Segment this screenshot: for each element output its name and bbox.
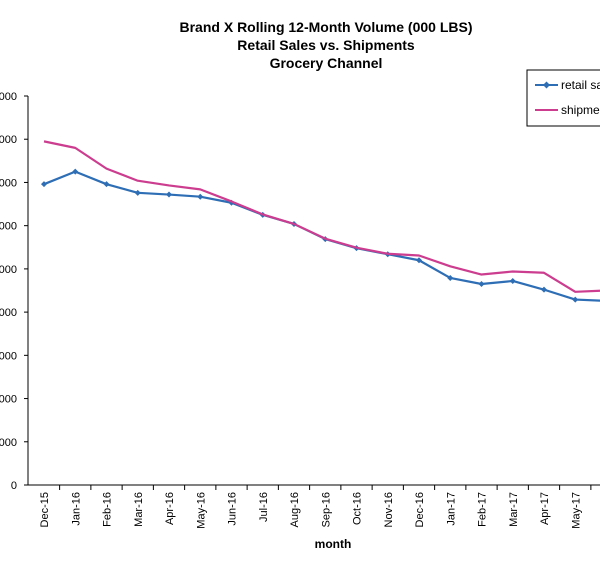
title-text: Brand X Rolling 12-Month Volume (000 LBS… (180, 19, 473, 35)
data-point-retail-sa (197, 193, 204, 200)
y-tick-label: 000 (0, 394, 17, 406)
data-point-retail-sa (166, 191, 172, 198)
data-point-retail-sa (541, 286, 547, 293)
x-axis-ticks: Dec-15 Jan-16 Feb-16 Mar-16 Apr-16 May-16 Jun-… (39, 485, 592, 529)
legend-marker-retail-sales (543, 81, 550, 89)
series-line-shipme (43, 140, 600, 293)
x-tick-label: Nov-16 (383, 492, 395, 527)
chart-title: Brand X Rolling 12-Month Volume (000 LBS… (180, 19, 473, 71)
y-tick-label: 000 (0, 177, 17, 189)
x-axis-title: month (315, 537, 352, 551)
data-point-retail-sa (572, 296, 579, 303)
x-tick-label: Dec-15 (39, 492, 51, 527)
x-tick-label: Jan-16 (70, 492, 82, 526)
x-tick-label: Apr-17 (539, 492, 551, 525)
y-tick-label: 000 (0, 307, 17, 319)
subtitle-text: Retail Sales vs. Shipments (237, 37, 415, 53)
data-point-retail-sa (103, 181, 110, 188)
data-point-retail-sa (72, 168, 79, 175)
y-tick-label: 000 (0, 91, 17, 103)
x-tick-label: Sep-16 (320, 492, 332, 527)
x-tick-label: Apr-16 (164, 492, 176, 525)
y-tick-label: 000 (0, 437, 17, 449)
data-point-retail-sa (41, 181, 47, 188)
x-tick-label: Feb-16 (102, 492, 114, 527)
x-tick-label: Jan-17 (445, 492, 457, 526)
y-tick-label: 000 (0, 350, 17, 362)
x-tick-label: May-16 (195, 492, 207, 529)
x-tick-label: Oct-16 (352, 492, 364, 525)
subtitle2-text: Grocery Channel (270, 55, 383, 71)
x-tick-label: Dec-16 (414, 492, 426, 527)
data-point-retail-sa (447, 274, 454, 281)
x-tick-label: Feb-17 (477, 492, 489, 527)
y-tick-label: 0 (11, 480, 17, 492)
legend-box (526, 69, 600, 127)
x-tick-label: Mar-16 (133, 492, 145, 527)
x-tick-label: Mar-17 (508, 492, 520, 527)
legend: retail sa shipme (526, 69, 600, 127)
data-point-retail-sa (134, 189, 141, 196)
y-tick-label: 000 (0, 221, 17, 233)
x-tick-label: Jul-16 (258, 492, 270, 522)
x-tick-label: Aug-16 (289, 492, 301, 527)
x-tick-label: Jun-16 (227, 492, 239, 526)
legend-label-shipments: shipme (561, 103, 600, 117)
data-point-retail-sa (416, 257, 422, 264)
y-tick-label: 000 (0, 134, 17, 146)
y-tick-label: 000 (0, 264, 17, 276)
series-layer (41, 140, 600, 303)
legend-label-retail-sales: retail sa (561, 78, 600, 92)
data-point-retail-sa (509, 277, 516, 284)
data-point-retail-sa (478, 281, 485, 288)
x-tick-label: May-17 (570, 492, 582, 529)
